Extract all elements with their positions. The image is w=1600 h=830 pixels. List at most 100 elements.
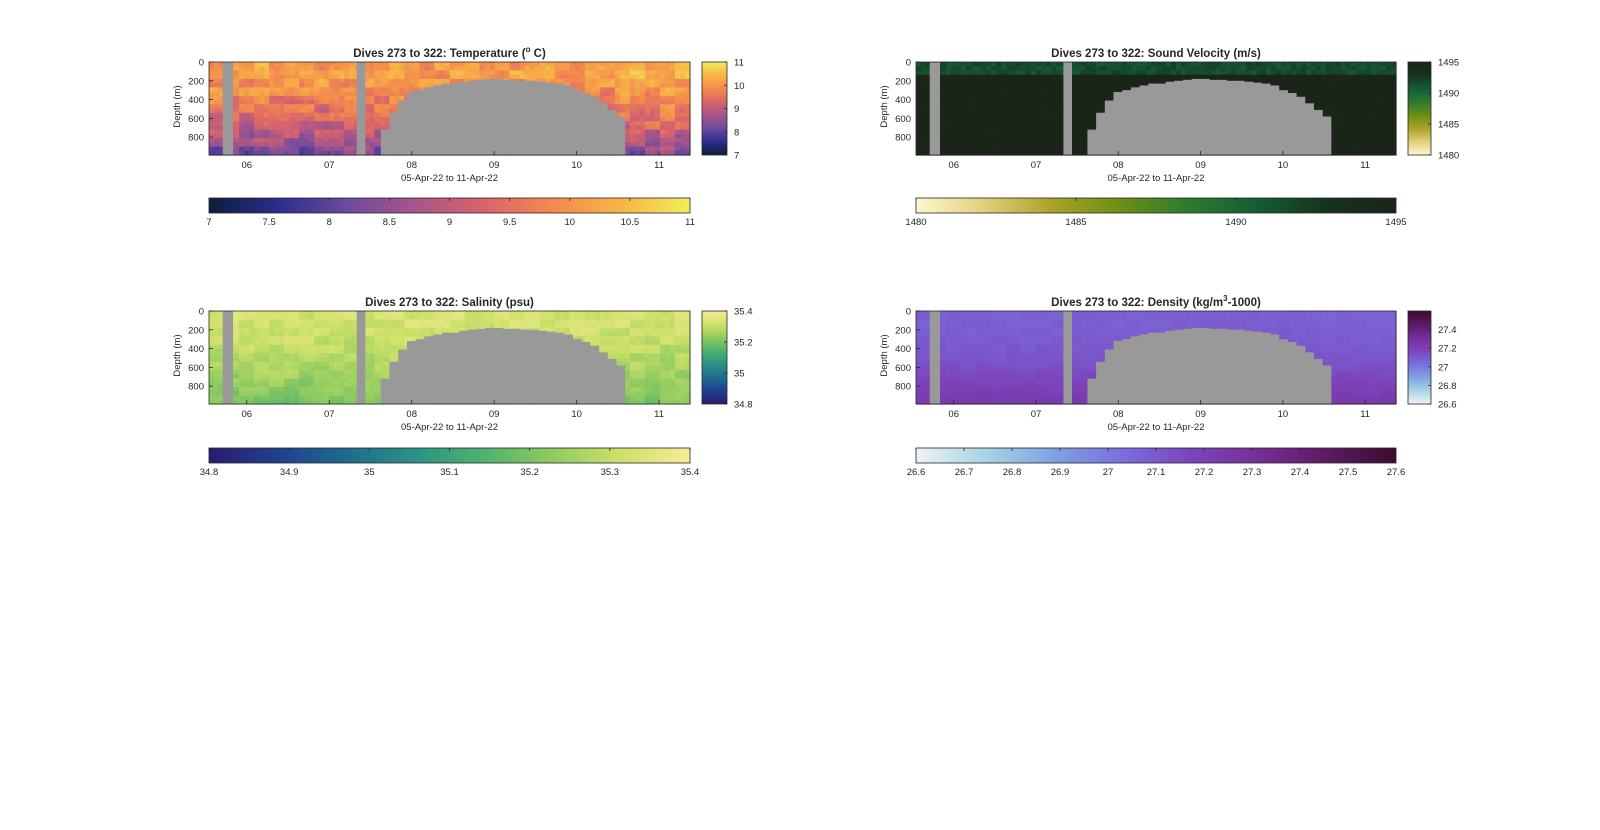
heatmap-cell xyxy=(976,142,982,148)
heatmap-cell xyxy=(209,74,215,80)
heatmap-cell xyxy=(971,95,977,101)
heatmap-cell xyxy=(971,112,977,118)
heatmap-cell xyxy=(1106,70,1112,76)
heatmap-cell xyxy=(1331,78,1337,84)
heatmap-cell xyxy=(309,327,315,333)
heatmap-cell xyxy=(299,108,305,114)
heatmap-cell xyxy=(274,78,280,84)
heatmap-cell xyxy=(1281,70,1287,76)
heatmap-cell xyxy=(644,121,651,127)
heatmap-cell xyxy=(1001,91,1007,97)
heatmap-cell xyxy=(249,395,255,401)
heatmap-cell xyxy=(654,62,661,67)
heatmap-cell xyxy=(374,91,380,97)
heatmap-cell xyxy=(299,87,305,93)
heatmap-cell xyxy=(619,91,626,97)
no-data-column xyxy=(502,79,512,155)
heatmap-cell xyxy=(1131,62,1137,67)
heatmap-cell xyxy=(926,150,932,156)
heatmap-cell xyxy=(1056,116,1062,122)
heatmap-cell xyxy=(1306,74,1312,80)
heatmap-cell xyxy=(249,125,255,131)
heatmap-cell xyxy=(1316,91,1322,97)
heatmap-cell xyxy=(409,70,416,76)
heatmap-cell xyxy=(1216,62,1222,67)
heatmap-cell xyxy=(244,100,250,105)
heatmap-cell xyxy=(364,91,370,97)
heatmap-cell xyxy=(239,370,245,376)
heatmap-cell xyxy=(369,66,375,72)
heatmap-cell xyxy=(249,319,255,325)
colorbar-tick-label: 1495 xyxy=(1438,58,1459,69)
heatmap-cell xyxy=(259,349,265,354)
heatmap-cell xyxy=(339,146,345,152)
heatmap-cell xyxy=(274,399,280,405)
heatmap-cell xyxy=(1381,142,1387,148)
heatmap-cell xyxy=(459,78,466,84)
heatmap-cell xyxy=(234,129,240,135)
heatmap-cell xyxy=(639,66,646,72)
heatmap-cell xyxy=(279,327,285,333)
heatmap-cell xyxy=(289,100,295,105)
heatmap-cell xyxy=(921,87,927,93)
horizontal-colorbar-tick-label: 9.5 xyxy=(503,217,516,228)
heatmap-cell xyxy=(639,133,646,139)
no-data-column xyxy=(1165,81,1175,155)
heatmap-cell xyxy=(634,62,641,67)
heatmap-cell xyxy=(1101,108,1107,114)
heatmap-cell xyxy=(344,133,350,139)
heatmap-cell xyxy=(649,83,656,88)
heatmap-cell xyxy=(209,91,215,97)
horizontal-colorbar-tick-label: 8.5 xyxy=(383,217,396,228)
heatmap-cell xyxy=(329,315,335,321)
heatmap-cell xyxy=(289,129,295,135)
heatmap-cell xyxy=(594,91,601,97)
heatmap-cell xyxy=(269,100,275,105)
horizontal-colorbar-tick-label: 11 xyxy=(685,217,695,228)
heatmap-cell xyxy=(1331,70,1337,76)
heatmap-cell xyxy=(991,129,997,135)
heatmap-cell xyxy=(644,62,651,67)
heatmap-cell xyxy=(679,78,686,84)
heatmap-cell xyxy=(659,129,666,135)
heatmap-cell xyxy=(624,150,631,156)
heatmap-cell xyxy=(259,129,265,135)
heatmap-cell xyxy=(684,78,691,84)
heatmap-cell xyxy=(209,78,215,84)
heatmap-cell xyxy=(971,78,977,84)
heatmap-cell xyxy=(654,150,661,156)
heatmap-cell xyxy=(319,108,325,114)
heatmap-cell xyxy=(619,100,626,105)
heatmap-cell xyxy=(244,91,250,97)
heatmap-cell xyxy=(284,311,290,316)
heatmap-cell xyxy=(1051,100,1057,105)
heatmap-cell xyxy=(1046,70,1052,76)
heatmap-cell xyxy=(284,395,290,401)
heatmap-cell xyxy=(986,70,992,76)
heatmap-cell xyxy=(1381,125,1387,131)
heatmap-cell xyxy=(1281,83,1287,88)
heatmap-cell xyxy=(1236,66,1242,72)
heatmap-cell xyxy=(1016,83,1022,88)
heatmap-cell xyxy=(299,121,305,127)
heatmap-cell xyxy=(649,100,656,105)
heatmap-cell xyxy=(309,391,315,397)
heatmap-cell xyxy=(284,150,290,156)
heatmap-cell xyxy=(289,150,295,156)
heatmap-cell xyxy=(384,74,390,80)
heatmap-cell xyxy=(1076,150,1082,156)
heatmap-cell xyxy=(1086,62,1092,67)
heatmap-cell xyxy=(1036,116,1042,122)
heatmap-cell xyxy=(624,104,631,110)
heatmap-cell xyxy=(374,74,380,80)
heatmap-cell xyxy=(234,116,240,122)
heatmap-cell xyxy=(294,83,300,88)
heatmap-cell xyxy=(961,66,967,72)
heatmap-cell xyxy=(284,336,290,342)
horizontal-colorbar xyxy=(915,197,1397,214)
heatmap-cell xyxy=(234,370,240,376)
heatmap-cell xyxy=(916,83,922,88)
heatmap-cell xyxy=(329,116,335,122)
heatmap-cell xyxy=(976,100,982,105)
heatmap-cell xyxy=(1081,78,1087,84)
